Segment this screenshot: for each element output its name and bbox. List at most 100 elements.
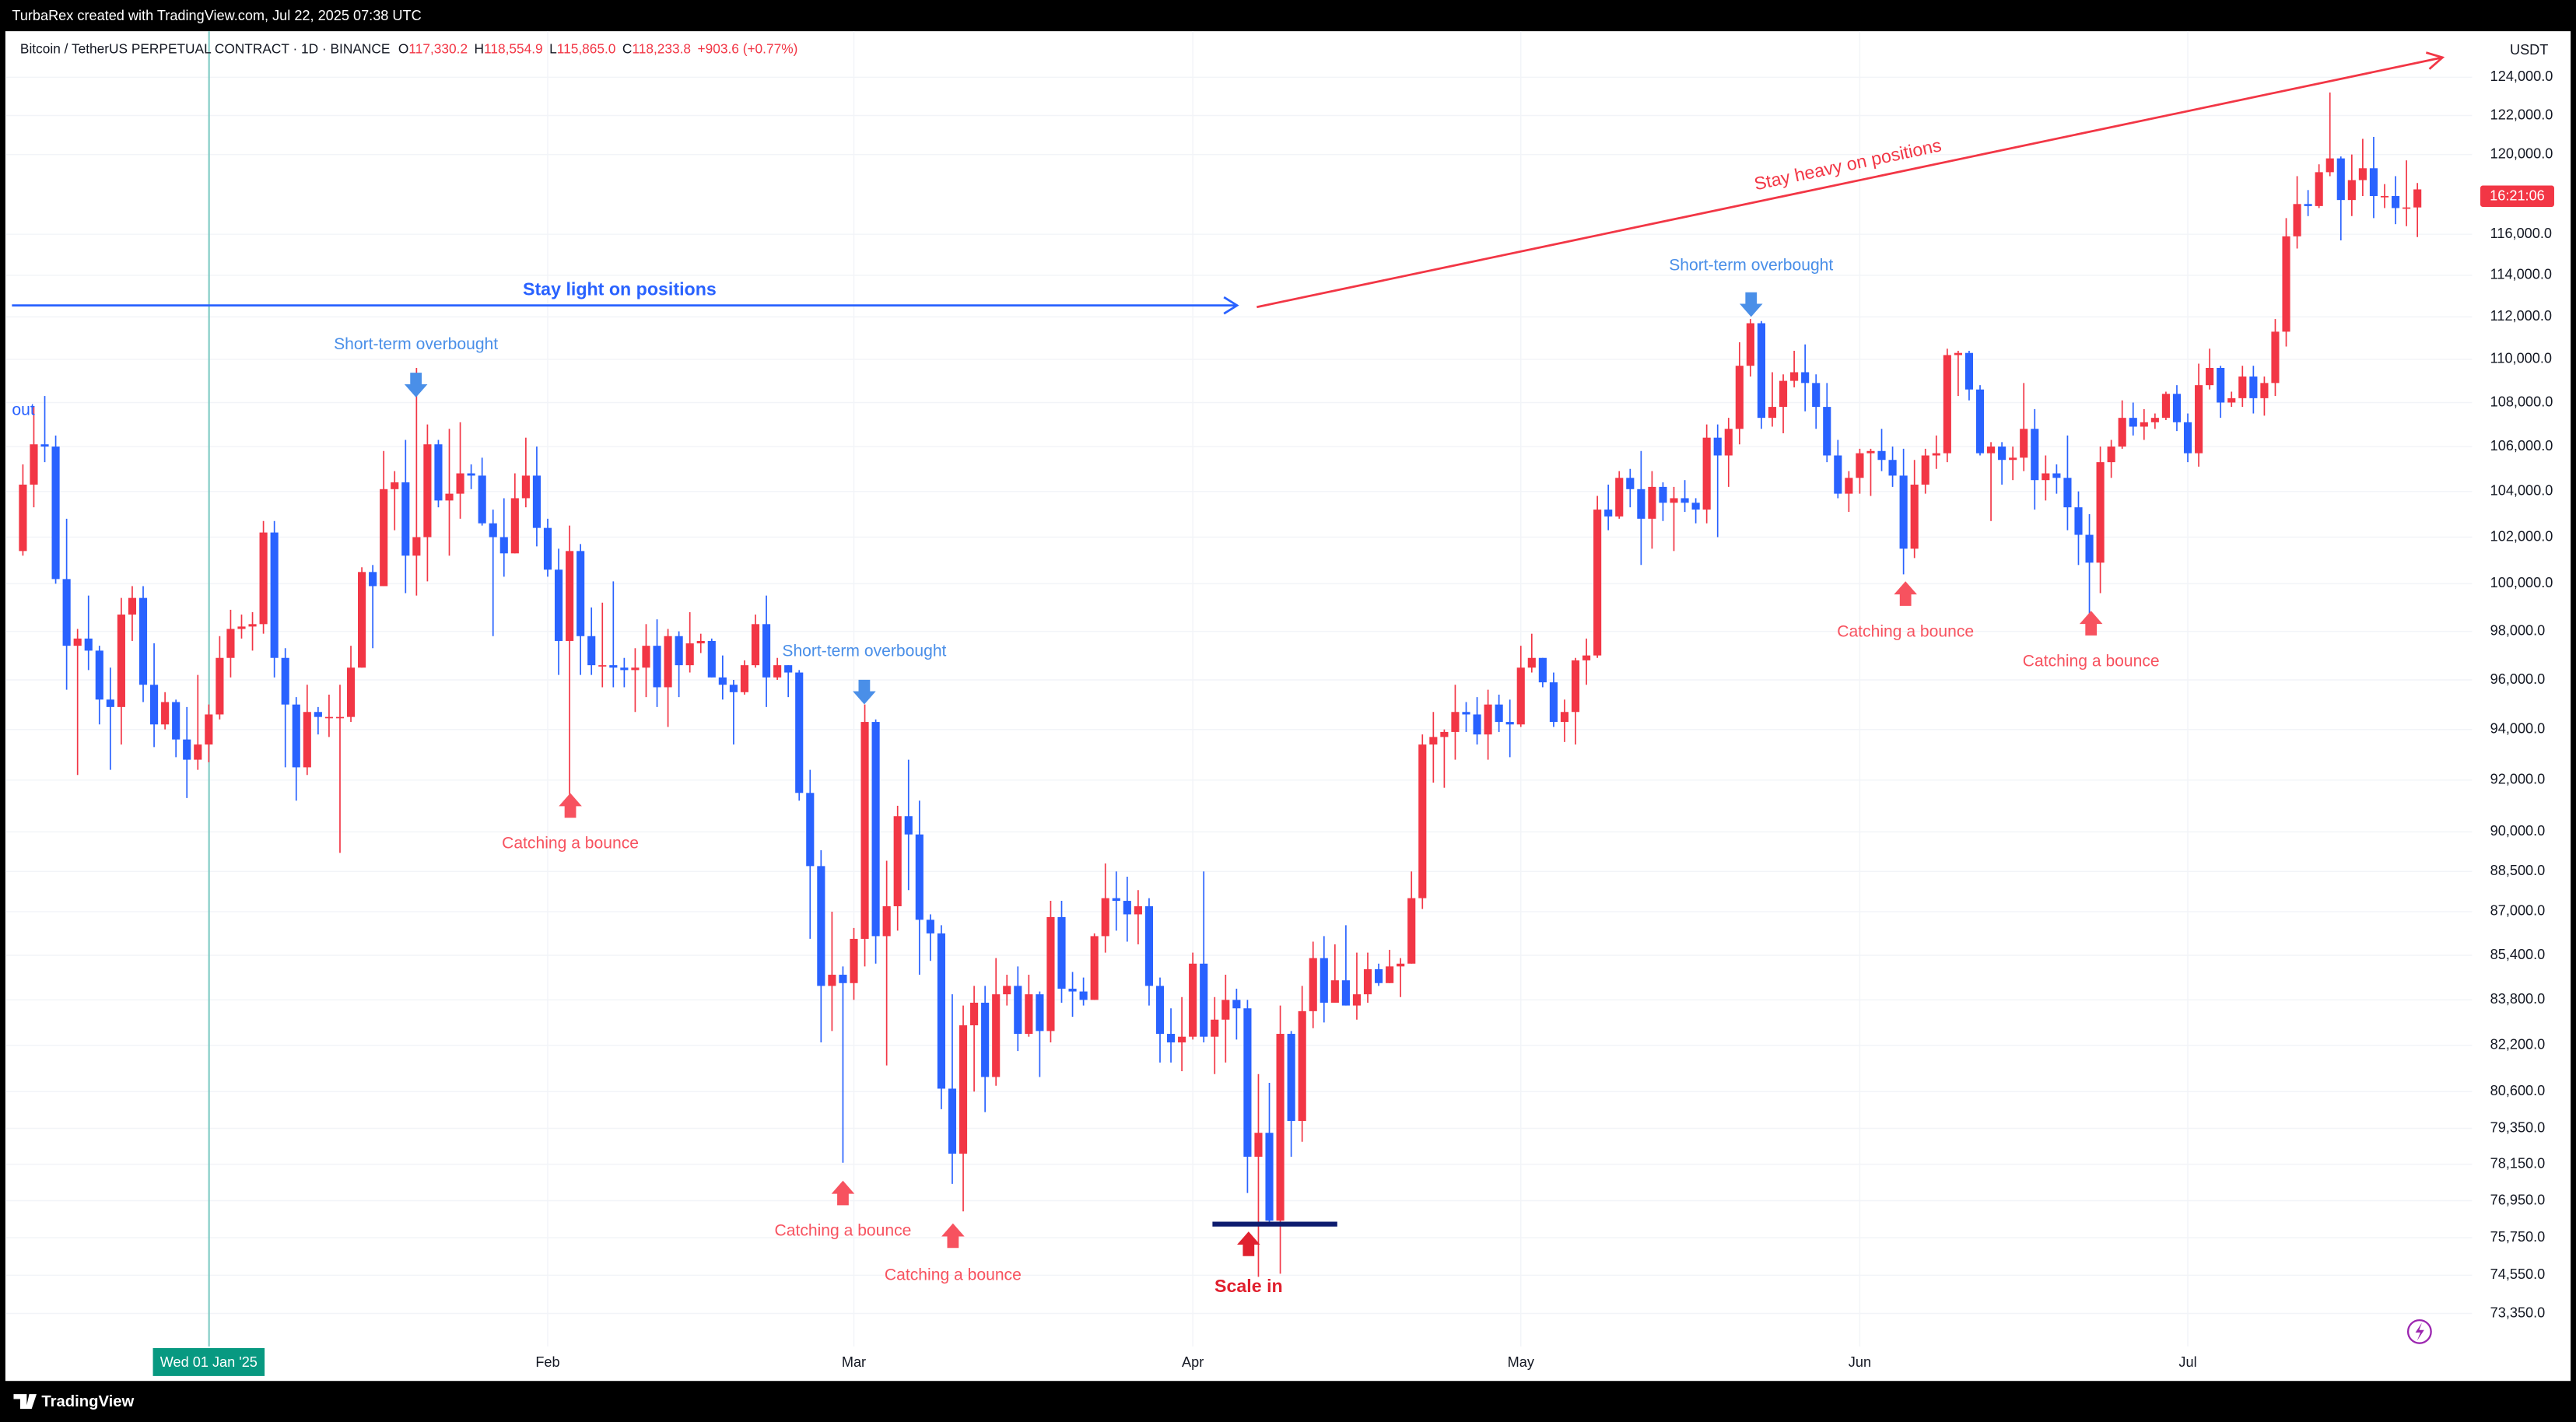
candle-body xyxy=(1079,991,1088,1000)
candle-body xyxy=(981,1002,990,1077)
candle-body xyxy=(2336,158,2345,201)
candle-body xyxy=(489,523,497,538)
annotation: Catching a bounce xyxy=(2023,652,2160,670)
legend-key: L xyxy=(549,40,557,56)
y-tick-label: 73,350.0 xyxy=(2490,1305,2546,1320)
candle-body xyxy=(959,1025,968,1154)
y-tick-label: 88,500.0 xyxy=(2490,863,2546,878)
candle-body xyxy=(2140,422,2148,427)
candle-body xyxy=(817,866,825,986)
candle-body xyxy=(1757,323,1766,419)
y-tick-label: 92,000.0 xyxy=(2490,772,2546,787)
brand-logo xyxy=(13,1394,37,1410)
candle-body xyxy=(1386,966,1394,983)
candle-body xyxy=(1166,1034,1176,1043)
alert-icon-bolt xyxy=(2415,1322,2424,1341)
candle-body xyxy=(2217,367,2225,403)
y-tick-label: 96,000.0 xyxy=(2490,671,2546,687)
candle-body xyxy=(149,685,159,725)
countdown-box xyxy=(2480,185,2554,207)
candle-body xyxy=(1352,994,1362,1006)
y-tick-label: 102,000.0 xyxy=(2490,528,2553,544)
candle-body xyxy=(1724,429,1733,456)
candle-body xyxy=(314,712,322,717)
candle-body xyxy=(2380,196,2389,198)
candle-body xyxy=(784,665,793,673)
candle-body xyxy=(566,551,574,641)
y-axis: 124,000.0 122,000.0 120,000.0 116,000.0 114,… xyxy=(2490,68,2553,1320)
candle-body xyxy=(1921,455,1929,485)
legend-key: H xyxy=(475,40,485,56)
candle-body xyxy=(40,444,49,447)
candle-body xyxy=(369,572,377,587)
y-tick-label: 79,350.0 xyxy=(2490,1119,2546,1135)
candle-body xyxy=(2118,418,2126,447)
candle-body xyxy=(2227,398,2236,403)
candle-body xyxy=(1615,478,1624,517)
candle-body xyxy=(1626,478,1635,489)
candle-body xyxy=(2347,180,2356,201)
candle-body xyxy=(1407,898,1416,964)
annotation: Catching a bounce xyxy=(502,835,639,853)
y-tick-label: 83,800.0 xyxy=(2490,991,2546,1007)
candle-body xyxy=(2206,367,2214,386)
candle-body xyxy=(806,793,815,867)
candle-body xyxy=(292,704,300,768)
symbol-title: Bitcoin / TetherUS PERPETUAL CONTRACT · … xyxy=(20,40,390,56)
annotation: Catching a bounce xyxy=(774,1222,911,1240)
candle-body xyxy=(2031,429,2039,481)
legend-value: 117,330.2 xyxy=(408,40,468,56)
candle-body xyxy=(871,722,880,937)
candle-body xyxy=(992,994,1001,1077)
y-unit: USDT xyxy=(2510,42,2548,58)
candle-body xyxy=(620,667,629,671)
candle-body xyxy=(1659,486,1667,503)
candle-body xyxy=(2260,383,2269,398)
y-tick-label: 74,550.0 xyxy=(2490,1266,2546,1282)
candle-body xyxy=(543,527,552,570)
candle-body xyxy=(2042,473,2050,481)
candle-body xyxy=(1112,898,1120,902)
candle-body xyxy=(2369,168,2378,197)
candle-body xyxy=(2325,158,2334,173)
candle-body xyxy=(1801,372,1810,384)
candle-body xyxy=(926,919,934,933)
candle-body xyxy=(2358,168,2367,180)
candle-body xyxy=(1845,478,1853,494)
candle-body xyxy=(1571,660,1580,713)
crosshair-date-box xyxy=(152,1348,265,1376)
candle-body xyxy=(226,629,235,658)
candle-body xyxy=(1681,498,1689,503)
candle-body xyxy=(1560,712,1569,723)
x-tick-label: Mar xyxy=(842,1354,866,1370)
candle-body xyxy=(707,640,716,678)
y-tick-label: 116,000.0 xyxy=(2490,226,2552,241)
legend-value: 118,233.8 xyxy=(632,40,691,56)
candle-body xyxy=(456,473,464,494)
candle-body xyxy=(1320,958,1328,1003)
candle-body xyxy=(1746,323,1754,366)
candle-body xyxy=(2413,189,2422,208)
candle-body xyxy=(434,444,443,501)
y-tick-label: 122,000.0 xyxy=(2490,107,2553,122)
chart-panel xyxy=(5,31,2571,1382)
arrow-head xyxy=(1223,296,1239,315)
candle-body xyxy=(2052,473,2061,478)
candle-body xyxy=(1144,905,1154,986)
candle-body xyxy=(1910,484,1919,549)
brand: TradingView xyxy=(41,1393,134,1410)
candle-body xyxy=(577,551,585,636)
candle-body xyxy=(1014,986,1022,1035)
annotation: Stay light on positions xyxy=(523,279,717,299)
candle-body xyxy=(1768,407,1777,419)
alert-icon[interactable] xyxy=(2406,1319,2432,1344)
candles xyxy=(19,92,2422,1277)
candle-body xyxy=(1243,1008,1252,1157)
candle-body xyxy=(499,537,508,554)
candle-body xyxy=(937,933,945,1089)
candle-body xyxy=(237,626,246,629)
candle-body xyxy=(696,640,705,644)
candle-body xyxy=(1888,460,1897,476)
candle-body xyxy=(30,444,38,485)
